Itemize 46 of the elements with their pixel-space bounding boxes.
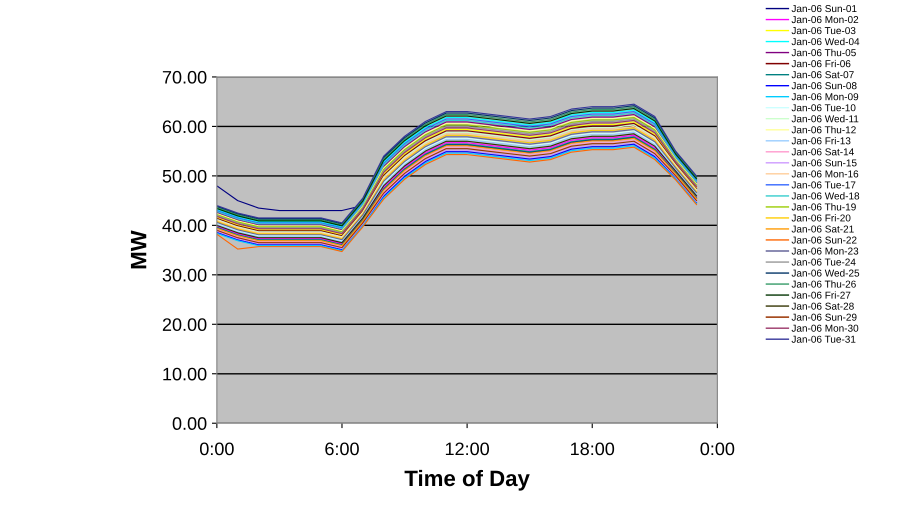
legend-label: Jan-06 Tue-03 bbox=[792, 27, 856, 34]
legend-label: Jan-06 Tue-10 bbox=[792, 104, 856, 112]
legend-label: Jan-06 Mon-30 bbox=[792, 324, 858, 332]
legend-label: Jan-06 Mon-23 bbox=[792, 248, 858, 255]
legend-label: Jan-06 Sun-01 bbox=[792, 5, 857, 12]
legend-label: Jan-06 Sat-21 bbox=[792, 225, 854, 233]
legend-label: Jan-06 Sun-22 bbox=[792, 236, 857, 244]
y-tick-label: 60.00 bbox=[162, 120, 206, 134]
legend-label: Jan-06 Sat-07 bbox=[792, 71, 854, 78]
legend-label: Jan-06 Thu-19 bbox=[792, 203, 856, 211]
legend-label: Jan-06 Thu-26 bbox=[792, 280, 856, 288]
legend-label: Jan-06 Fri-06 bbox=[792, 60, 850, 68]
legend-label: Jan-06 Fri-27 bbox=[792, 291, 850, 299]
y-tick-label: 70.00 bbox=[162, 70, 206, 84]
x-tick-label: 0:00 bbox=[200, 442, 234, 456]
legend-label: Jan-06 Mon-16 bbox=[792, 170, 858, 178]
legend-label: Jan-06 Mon-09 bbox=[792, 93, 858, 100]
legend-label: Jan-06 Wed-11 bbox=[792, 114, 858, 122]
legend-label: Jan-06 Tue-24 bbox=[792, 258, 856, 266]
x-tick-label: 0:00 bbox=[700, 442, 734, 456]
legend-label: Jan-06 Wed-04 bbox=[792, 38, 860, 46]
legend-label: Jan-06 Mon-02 bbox=[792, 16, 858, 24]
y-tick-label: 30.00 bbox=[162, 268, 206, 282]
y-tick-label: 50.00 bbox=[162, 170, 206, 183]
x-tick-label: 18:00 bbox=[571, 442, 614, 456]
x-tick-label: 6:00 bbox=[325, 442, 359, 456]
legend-label: Jan-06 Thu-05 bbox=[792, 48, 856, 56]
y-axis-title: MW bbox=[130, 230, 146, 268]
legend-label: Jan-06 Tue-17 bbox=[792, 181, 856, 188]
legend-label: Jan-06 Thu-12 bbox=[792, 126, 856, 134]
y-tick-label: 10.00 bbox=[163, 368, 206, 380]
legend-label: Jan-06 Sun-15 bbox=[792, 159, 857, 166]
y-tick-label: 20.00 bbox=[162, 318, 206, 332]
x-tick-label: 12:00 bbox=[446, 442, 489, 456]
y-tick-label: 0.00 bbox=[172, 417, 206, 430]
legend-label: Jan-06 Sun-29 bbox=[792, 314, 857, 321]
legend-label: Jan-06 Fri-13 bbox=[792, 137, 850, 144]
legend-label: Jan-06 Fri-20 bbox=[792, 214, 850, 222]
legend-label: Jan-06 Wed-25 bbox=[792, 269, 860, 277]
x-axis-title: Time of Day bbox=[404, 470, 530, 491]
y-tick-label: 40.00 bbox=[162, 219, 206, 232]
legend-label: Jan-06 Sat-28 bbox=[792, 302, 854, 310]
legend-label: Jan-06 Sat-14 bbox=[792, 148, 854, 156]
legend-label: Jan-06 Sun-08 bbox=[792, 82, 857, 90]
legend-label: Jan-06 Wed-18 bbox=[792, 192, 860, 200]
legend-label: Jan-06 Tue-31 bbox=[792, 336, 856, 343]
